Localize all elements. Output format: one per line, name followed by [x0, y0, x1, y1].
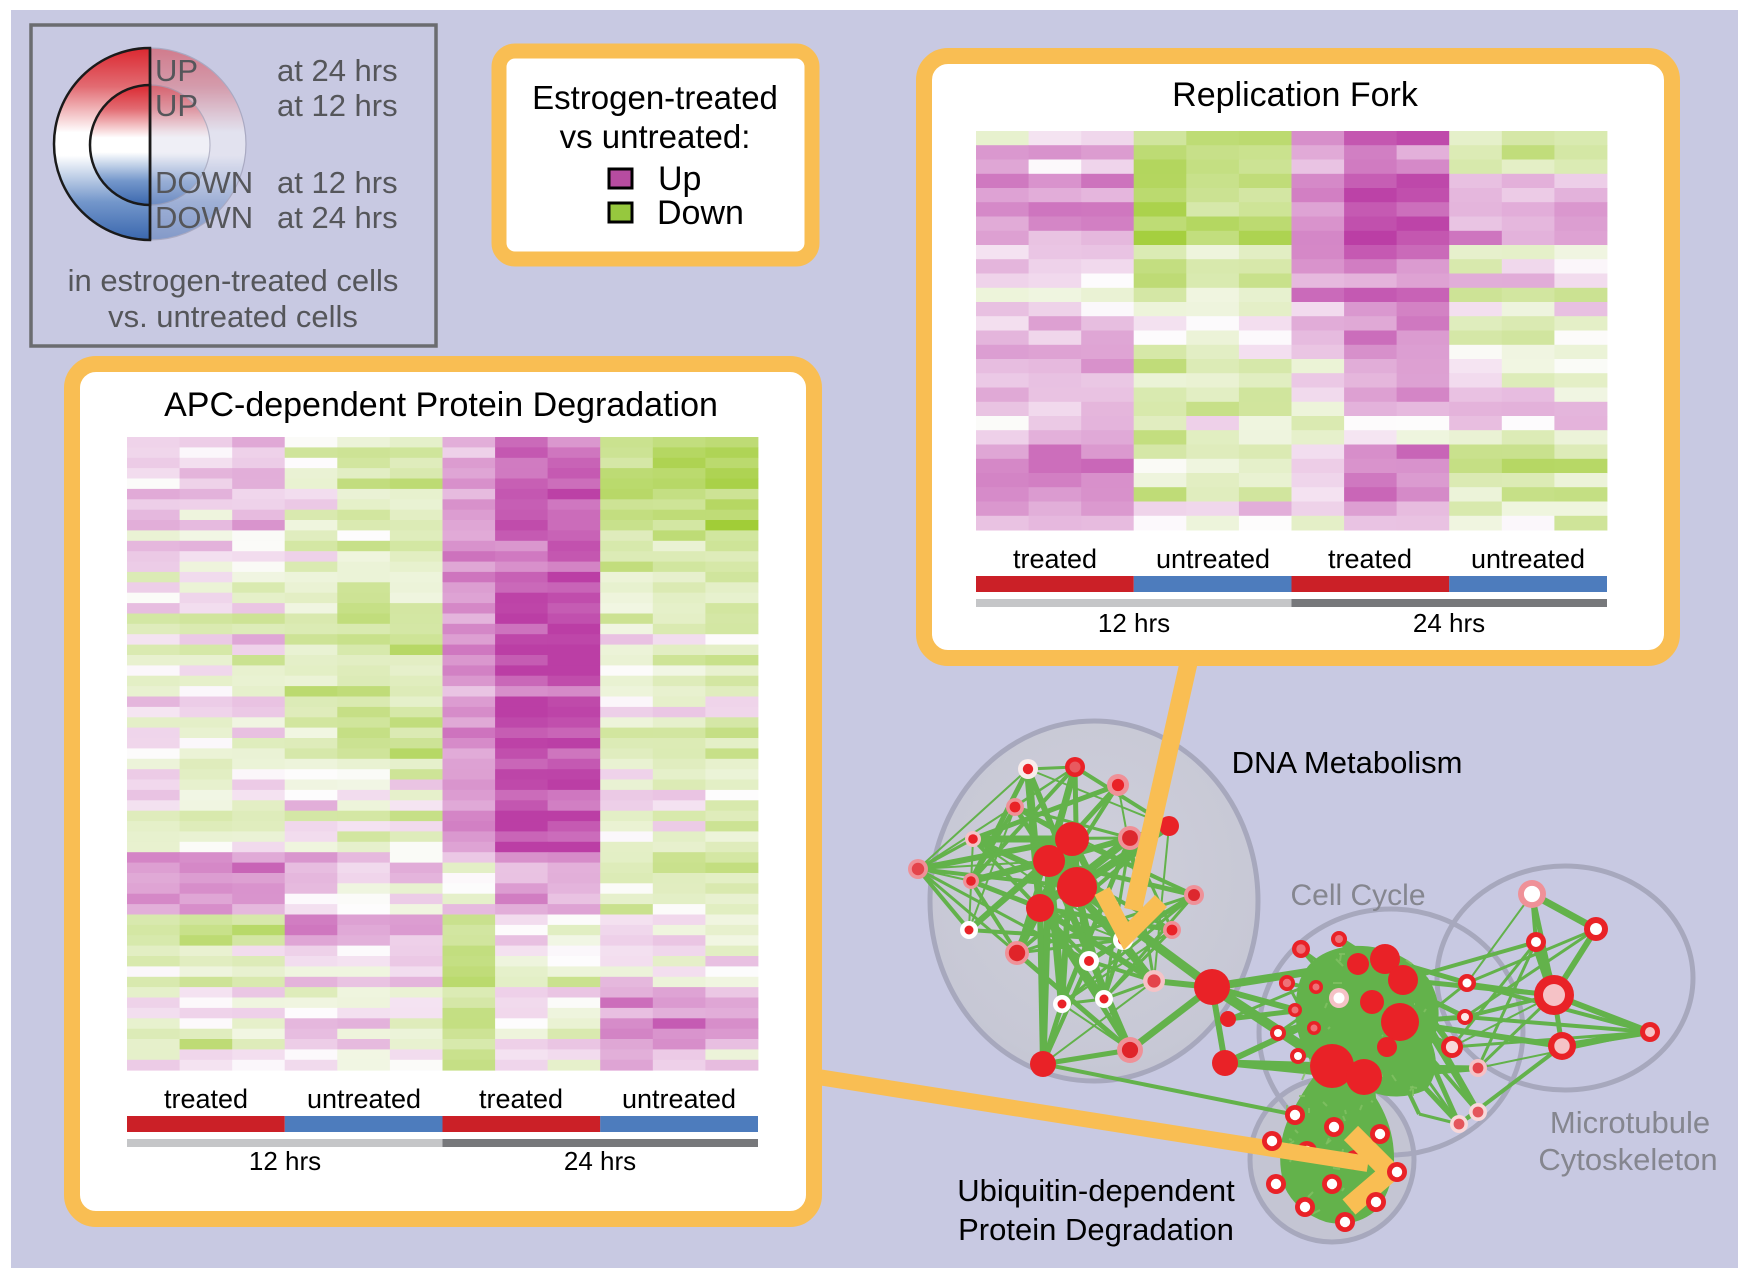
svg-text:untreated: untreated: [1156, 544, 1270, 574]
svg-text:UP: UP: [155, 53, 198, 88]
svg-text:at 12 hrs: at 12 hrs: [277, 165, 398, 200]
svg-text:untreated: untreated: [307, 1084, 421, 1114]
svg-text:12 hrs: 12 hrs: [1098, 608, 1170, 638]
svg-text:Protein Degradation: Protein Degradation: [958, 1212, 1234, 1247]
svg-text:treated: treated: [1013, 544, 1097, 574]
svg-text:treated: treated: [164, 1084, 248, 1114]
svg-text:in estrogen-treated cells: in estrogen-treated cells: [68, 263, 399, 298]
svg-text:untreated: untreated: [622, 1084, 736, 1114]
svg-text:vs. untreated cells: vs. untreated cells: [108, 299, 358, 334]
svg-text:DOWN: DOWN: [155, 200, 253, 235]
svg-text:12 hrs: 12 hrs: [249, 1146, 321, 1176]
svg-text:Estrogen-treated: Estrogen-treated: [532, 79, 778, 116]
svg-text:treated: treated: [1328, 544, 1412, 574]
svg-text:Up: Up: [658, 160, 701, 198]
svg-text:Replication Fork: Replication Fork: [1172, 76, 1419, 114]
svg-text:Cell Cycle: Cell Cycle: [1290, 879, 1425, 912]
svg-text:Microtubule: Microtubule: [1550, 1105, 1710, 1140]
svg-text:at 24 hrs: at 24 hrs: [277, 200, 398, 235]
svg-text:Cytoskeleton: Cytoskeleton: [1538, 1142, 1717, 1177]
svg-text:UP: UP: [155, 88, 198, 123]
svg-text:at 24 hrs: at 24 hrs: [277, 53, 398, 88]
svg-text:vs untreated:: vs untreated:: [560, 118, 751, 155]
svg-text:at 12 hrs: at 12 hrs: [277, 88, 398, 123]
svg-text:DNA Metabolism: DNA Metabolism: [1232, 745, 1463, 780]
svg-text:DOWN: DOWN: [155, 165, 253, 200]
svg-text:Down: Down: [657, 194, 744, 232]
svg-text:24 hrs: 24 hrs: [1413, 608, 1485, 638]
svg-text:APC-dependent Protein Degradat: APC-dependent Protein Degradation: [164, 386, 718, 424]
svg-text:Ubiquitin-dependent: Ubiquitin-dependent: [957, 1173, 1235, 1208]
svg-text:untreated: untreated: [1471, 544, 1585, 574]
svg-text:24 hrs: 24 hrs: [564, 1146, 636, 1176]
svg-text:treated: treated: [479, 1084, 563, 1114]
